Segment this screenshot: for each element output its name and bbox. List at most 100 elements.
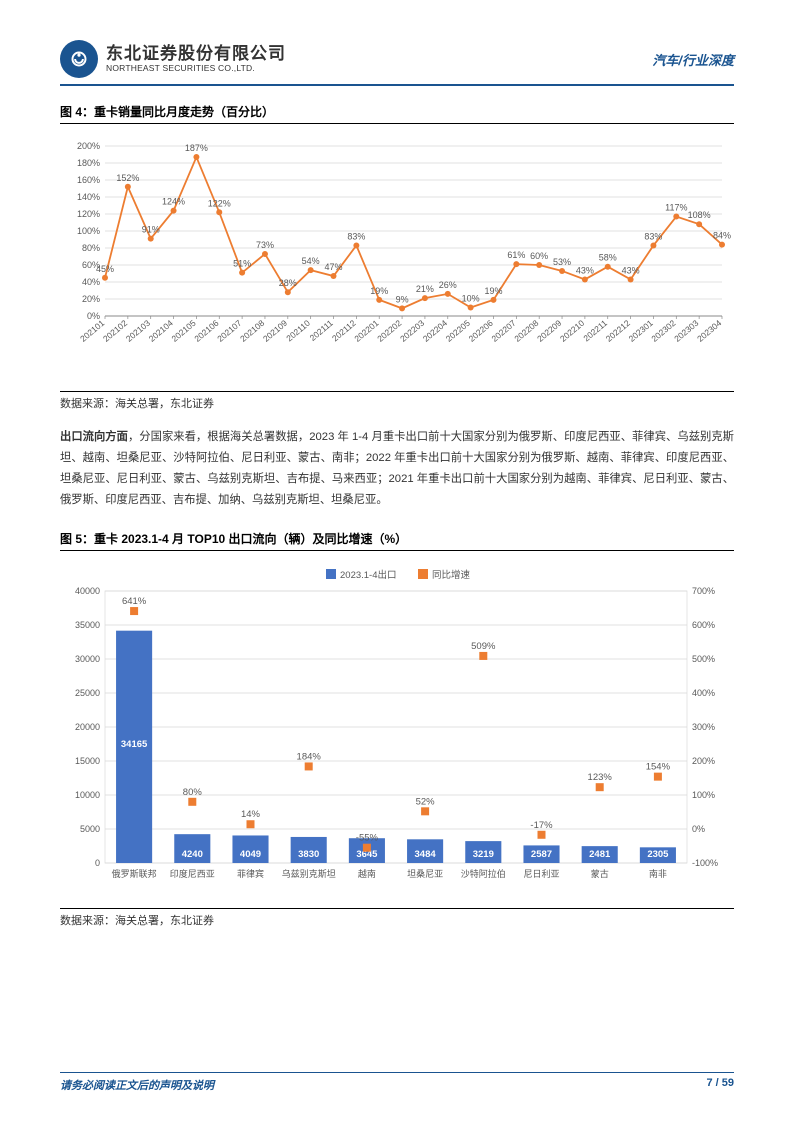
svg-text:187%: 187% <box>185 143 208 153</box>
svg-text:500%: 500% <box>692 654 715 664</box>
svg-text:160%: 160% <box>77 175 100 185</box>
svg-text:14%: 14% <box>241 809 261 820</box>
svg-text:54%: 54% <box>302 256 320 266</box>
svg-text:3830: 3830 <box>298 849 319 860</box>
chart5-svg: 0500010000150002000025000300003500040000… <box>60 563 732 893</box>
svg-text:700%: 700% <box>692 586 715 596</box>
svg-text:154%: 154% <box>646 761 671 772</box>
svg-text:51%: 51% <box>233 259 251 269</box>
svg-text:印度尼西亚: 印度尼西亚 <box>170 868 215 879</box>
svg-text:蒙古: 蒙古 <box>591 868 609 879</box>
chart4-title: 图 4：重卡销量同比月度走势（百分比） <box>60 100 734 123</box>
svg-text:202101: 202101 <box>78 318 106 344</box>
svg-text:0%: 0% <box>692 824 705 834</box>
company-logo-icon <box>60 40 98 78</box>
svg-text:180%: 180% <box>77 158 100 168</box>
chart5-source: 数据来源：海关总署，东北证券 <box>60 908 734 928</box>
company-name-en: NORTHEAST SECURITIES CO.,LTD. <box>106 64 286 73</box>
svg-text:10%: 10% <box>462 294 480 304</box>
svg-text:202301: 202301 <box>627 318 655 344</box>
svg-text:28%: 28% <box>279 278 297 288</box>
svg-text:202208: 202208 <box>512 318 540 344</box>
svg-text:21%: 21% <box>416 284 434 294</box>
svg-text:202103: 202103 <box>124 318 152 344</box>
svg-text:202205: 202205 <box>444 318 472 344</box>
svg-text:202304: 202304 <box>695 318 723 344</box>
svg-text:100%: 100% <box>77 226 100 236</box>
svg-text:202207: 202207 <box>489 318 517 344</box>
svg-text:200%: 200% <box>692 756 715 766</box>
svg-text:10000: 10000 <box>75 790 100 800</box>
svg-text:20000: 20000 <box>75 722 100 732</box>
svg-text:184%: 184% <box>297 751 322 762</box>
svg-text:19%: 19% <box>370 286 388 296</box>
svg-text:9%: 9% <box>396 294 409 304</box>
svg-text:202112: 202112 <box>330 318 358 344</box>
body-paragraph: 出口流向方面，分国家来看，根据海关总署数据，2023 年 1-4 月重卡出口前十… <box>60 427 734 511</box>
svg-text:202107: 202107 <box>215 318 243 344</box>
svg-text:25000: 25000 <box>75 688 100 698</box>
svg-text:45%: 45% <box>96 264 114 274</box>
section-label: 汽车/行业深度 <box>652 50 734 69</box>
svg-text:202110: 202110 <box>284 318 312 344</box>
chart4-source: 数据来源：海关总署，东北证券 <box>60 391 734 411</box>
svg-text:400%: 400% <box>692 688 715 698</box>
svg-text:尼日利亚: 尼日利亚 <box>523 868 559 879</box>
svg-text:200%: 200% <box>77 141 100 151</box>
svg-text:100%: 100% <box>692 790 715 800</box>
svg-text:20%: 20% <box>82 294 100 304</box>
svg-text:35000: 35000 <box>75 620 100 630</box>
footer-disclaimer: 请务必阅读正文后的声明及说明 <box>60 1077 214 1093</box>
svg-text:40000: 40000 <box>75 586 100 596</box>
svg-text:140%: 140% <box>77 192 100 202</box>
svg-text:202201: 202201 <box>352 318 380 344</box>
svg-text:202302: 202302 <box>649 318 677 344</box>
svg-text:83%: 83% <box>347 231 365 241</box>
svg-text:43%: 43% <box>576 265 594 275</box>
svg-text:0: 0 <box>95 858 100 868</box>
svg-text:15000: 15000 <box>75 756 100 766</box>
svg-text:108%: 108% <box>688 210 711 220</box>
svg-text:2481: 2481 <box>589 849 611 860</box>
svg-text:26%: 26% <box>439 280 457 290</box>
svg-text:47%: 47% <box>325 262 343 272</box>
svg-text:3484: 3484 <box>415 849 437 860</box>
svg-text:124%: 124% <box>162 197 185 207</box>
svg-text:202211: 202211 <box>581 318 609 344</box>
svg-text:60%: 60% <box>530 251 548 261</box>
svg-text:202206: 202206 <box>467 318 495 344</box>
svg-text:53%: 53% <box>553 257 571 267</box>
chart5-underline <box>60 550 734 551</box>
svg-text:乌兹别克斯坦: 乌兹别克斯坦 <box>282 868 336 879</box>
svg-text:43%: 43% <box>622 265 640 275</box>
svg-text:30000: 30000 <box>75 654 100 664</box>
svg-text:73%: 73% <box>256 240 274 250</box>
svg-text:202212: 202212 <box>604 318 632 344</box>
svg-text:202105: 202105 <box>170 318 198 344</box>
svg-text:南非: 南非 <box>649 868 667 879</box>
body-lead: 出口流向方面 <box>60 431 128 443</box>
svg-text:40%: 40% <box>82 277 100 287</box>
svg-text:84%: 84% <box>713 231 731 241</box>
svg-text:202210: 202210 <box>558 318 586 344</box>
svg-text:202303: 202303 <box>672 318 700 344</box>
svg-text:4240: 4240 <box>182 849 203 860</box>
body-rest: ，分国家来看，根据海关总署数据，2023 年 1-4 月重卡出口前十大国家分别为… <box>60 431 734 506</box>
chart4-underline <box>60 123 734 124</box>
svg-text:152%: 152% <box>116 173 139 183</box>
chart4-svg: 0%20%40%60%80%100%120%140%160%180%200%20… <box>60 136 732 376</box>
svg-text:122%: 122% <box>208 198 231 208</box>
svg-text:600%: 600% <box>692 620 715 630</box>
svg-text:-17%: -17% <box>530 819 553 830</box>
svg-text:641%: 641% <box>122 596 147 607</box>
svg-text:202108: 202108 <box>238 318 266 344</box>
svg-text:509%: 509% <box>471 641 496 652</box>
svg-text:菲律宾: 菲律宾 <box>237 868 264 879</box>
chart5-container: 0500010000150002000025000300003500040000… <box>60 563 734 898</box>
svg-text:58%: 58% <box>599 253 617 263</box>
svg-text:19%: 19% <box>484 286 502 296</box>
svg-text:52%: 52% <box>416 796 436 807</box>
svg-text:120%: 120% <box>77 209 100 219</box>
svg-text:3219: 3219 <box>473 849 494 860</box>
page-header: 东北证券股份有限公司 NORTHEAST SECURITIES CO.,LTD.… <box>60 40 734 78</box>
